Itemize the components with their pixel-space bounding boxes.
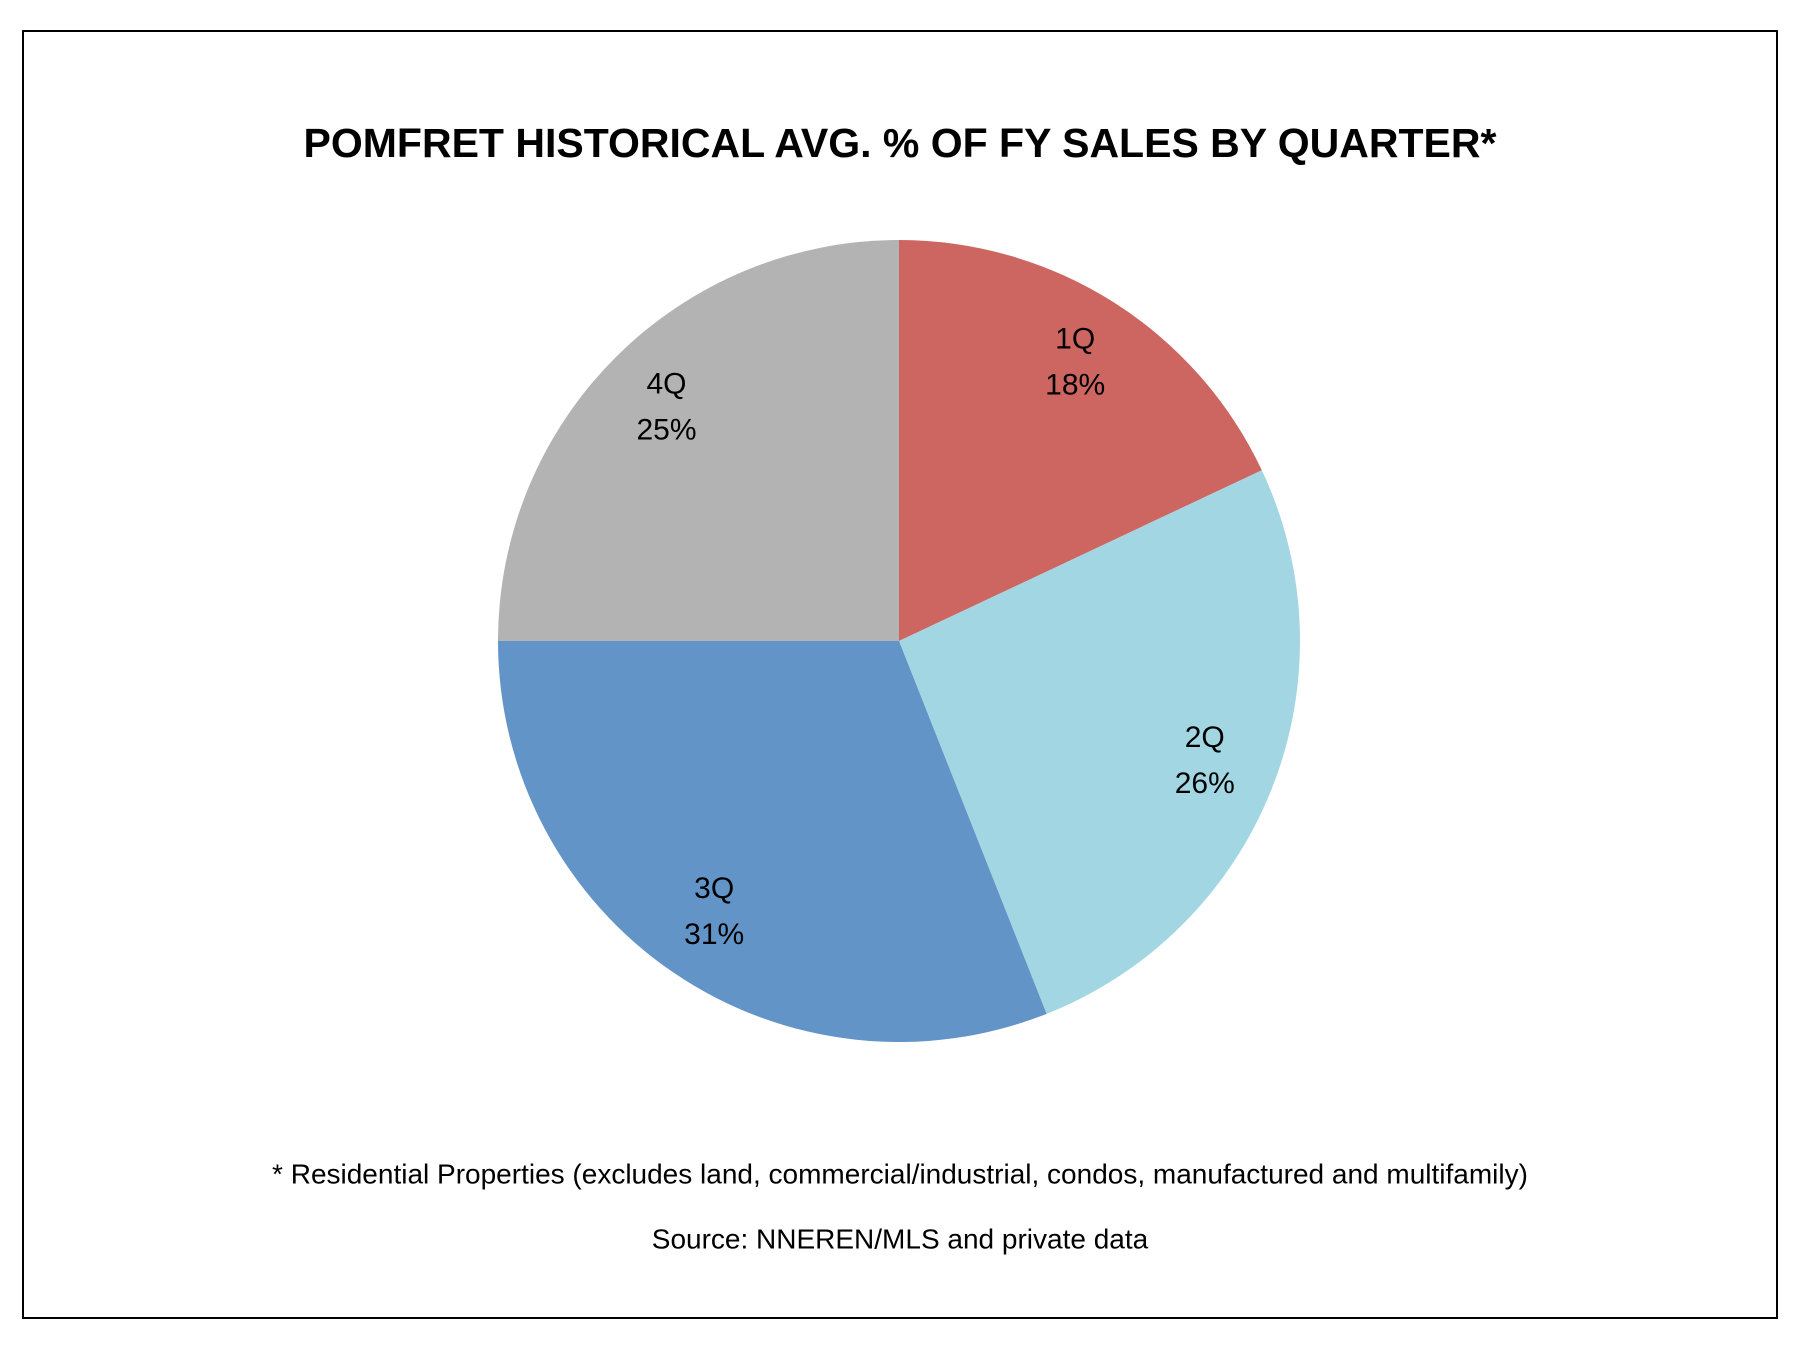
slice-value-label: 26% bbox=[1175, 767, 1235, 800]
pie bbox=[498, 240, 1301, 1042]
slice-category-label: 2Q bbox=[1185, 721, 1225, 754]
slice-value-label: 31% bbox=[684, 918, 744, 951]
footnote: * Residential Properties (excludes land,… bbox=[272, 1158, 1528, 1189]
pie-slice bbox=[498, 240, 899, 641]
pie-slice bbox=[498, 641, 1047, 1042]
slice-value-label: 18% bbox=[1045, 368, 1105, 401]
pie-slice bbox=[899, 240, 1262, 641]
source: Source: NNEREN/MLS and private data bbox=[652, 1223, 1149, 1254]
pie-slice bbox=[899, 470, 1301, 1014]
slice-category-label: 4Q bbox=[646, 367, 686, 400]
slice-value-label: 25% bbox=[636, 413, 696, 446]
slice-category-label: 1Q bbox=[1055, 322, 1095, 355]
chart-title: POMFRET HISTORICAL AVG. % OF FY SALES BY… bbox=[304, 120, 1497, 166]
slice-category-label: 3Q bbox=[694, 872, 734, 905]
